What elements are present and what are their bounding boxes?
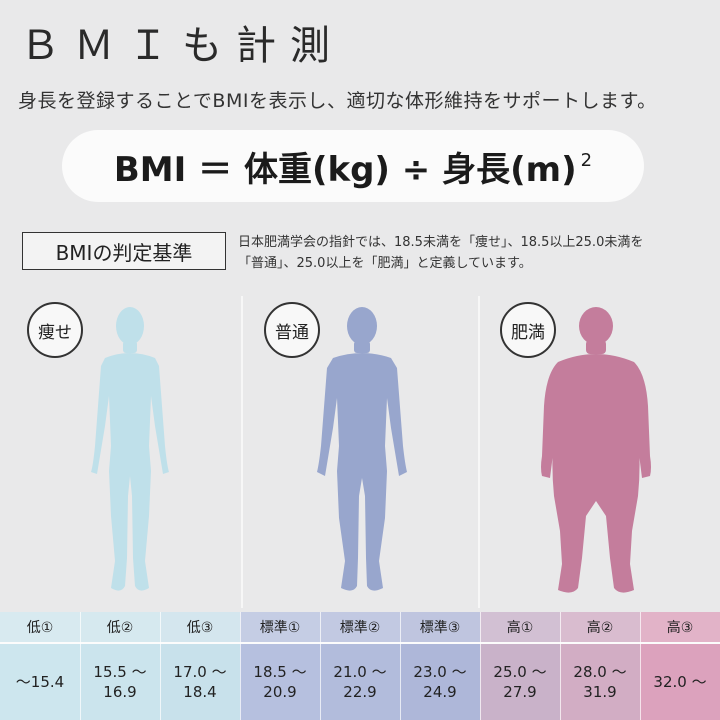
level-range: 25.0 〜 27.9 <box>480 644 560 720</box>
level-header: 高① <box>480 612 560 642</box>
range-start: 28.0 〜 <box>573 663 627 681</box>
range-start: 〜15.4 <box>15 673 65 691</box>
page-title: ＢＭＩも計測 <box>20 23 344 69</box>
level-header: 標準③ <box>400 612 480 642</box>
range-end: 18.4 <box>183 683 217 701</box>
table-column-separator <box>80 612 81 720</box>
level-header: 低③ <box>160 612 240 642</box>
level-range: 32.0 〜 <box>640 644 720 720</box>
criteria-line-2: 「普通」、25.0以上を「肥満」と定義しています。 <box>238 256 532 271</box>
range-end: 27.9 <box>503 683 537 701</box>
normal-figure-icon <box>317 307 407 591</box>
range-start: 18.5 〜 <box>253 663 307 681</box>
category-badge-normal: 普通 <box>264 302 320 358</box>
criteria-label: BMIの判定基準 <box>22 232 226 270</box>
category-badge-obese: 肥満 <box>500 302 556 358</box>
table-column-separator <box>640 612 641 720</box>
table-column-separator <box>240 612 241 720</box>
level-header: 低② <box>80 612 160 642</box>
formula-exponent: 2 <box>580 149 593 171</box>
level-range: 17.0 〜 18.4 <box>160 644 240 720</box>
table-column-separator <box>480 612 481 720</box>
range-end: 20.9 <box>263 683 297 701</box>
level-range: 15.5 〜 16.9 <box>80 644 160 720</box>
level-range: 18.5 〜 20.9 <box>240 644 320 720</box>
range-start: 25.0 〜 <box>493 663 547 681</box>
criteria-line-1: 日本肥満学会の指針では、18.5未満を「痩せ」、18.5以上25.0未満を <box>238 235 644 250</box>
range-start: 21.0 〜 <box>333 663 387 681</box>
range-end: 16.9 <box>103 683 137 701</box>
obese-figure-silhouette <box>541 307 651 593</box>
level-header: 標準① <box>240 612 320 642</box>
level-header: 標準② <box>320 612 400 642</box>
criteria-description: 日本肥満学会の指針では、18.5未満を「痩せ」、18.5以上25.0未満を 「普… <box>238 232 716 274</box>
table-column-separator <box>400 612 401 720</box>
formula-text: BMI ＝ 体重(kg) ÷ 身長(m) <box>113 149 577 190</box>
normal-figure-silhouette <box>317 307 407 591</box>
table-row-separator <box>0 642 720 644</box>
bmi-level-table: 低① 〜15.4 低② 15.5 〜 16.9 低③ 17.0 〜 18.4 標準① 18.5 〜… <box>0 612 720 720</box>
table-column-separator <box>160 612 161 720</box>
table-column-separator <box>560 612 561 720</box>
bmi-formula: BMI ＝ 体重(kg) ÷ 身長(m) 2 <box>62 130 644 202</box>
range-end: 24.9 <box>423 683 457 701</box>
obese-figure-icon <box>541 307 651 593</box>
column-divider <box>241 296 243 608</box>
level-range: 〜15.4 <box>0 644 80 720</box>
column-divider <box>478 296 480 608</box>
range-start: 32.0 〜 <box>653 673 707 691</box>
category-badge-thin: 痩せ <box>27 302 83 358</box>
level-header: 高③ <box>640 612 720 642</box>
level-range: 23.0 〜 24.9 <box>400 644 480 720</box>
range-start: 15.5 〜 <box>93 663 147 681</box>
range-end: 31.9 <box>583 683 617 701</box>
level-header: 高② <box>560 612 640 642</box>
level-range: 21.0 〜 22.9 <box>320 644 400 720</box>
range-end: 22.9 <box>343 683 377 701</box>
level-header: 低① <box>0 612 80 642</box>
thin-figure-silhouette <box>91 307 169 591</box>
level-range: 28.0 〜 31.9 <box>560 644 640 720</box>
range-start: 17.0 〜 <box>173 663 227 681</box>
page-subtitle: 身長を登録することでBMIを表示し、適切な体形維持をサポートします。 <box>18 90 657 112</box>
table-column-separator <box>320 612 321 720</box>
range-start: 23.0 〜 <box>413 663 467 681</box>
thin-figure-icon <box>91 307 169 591</box>
